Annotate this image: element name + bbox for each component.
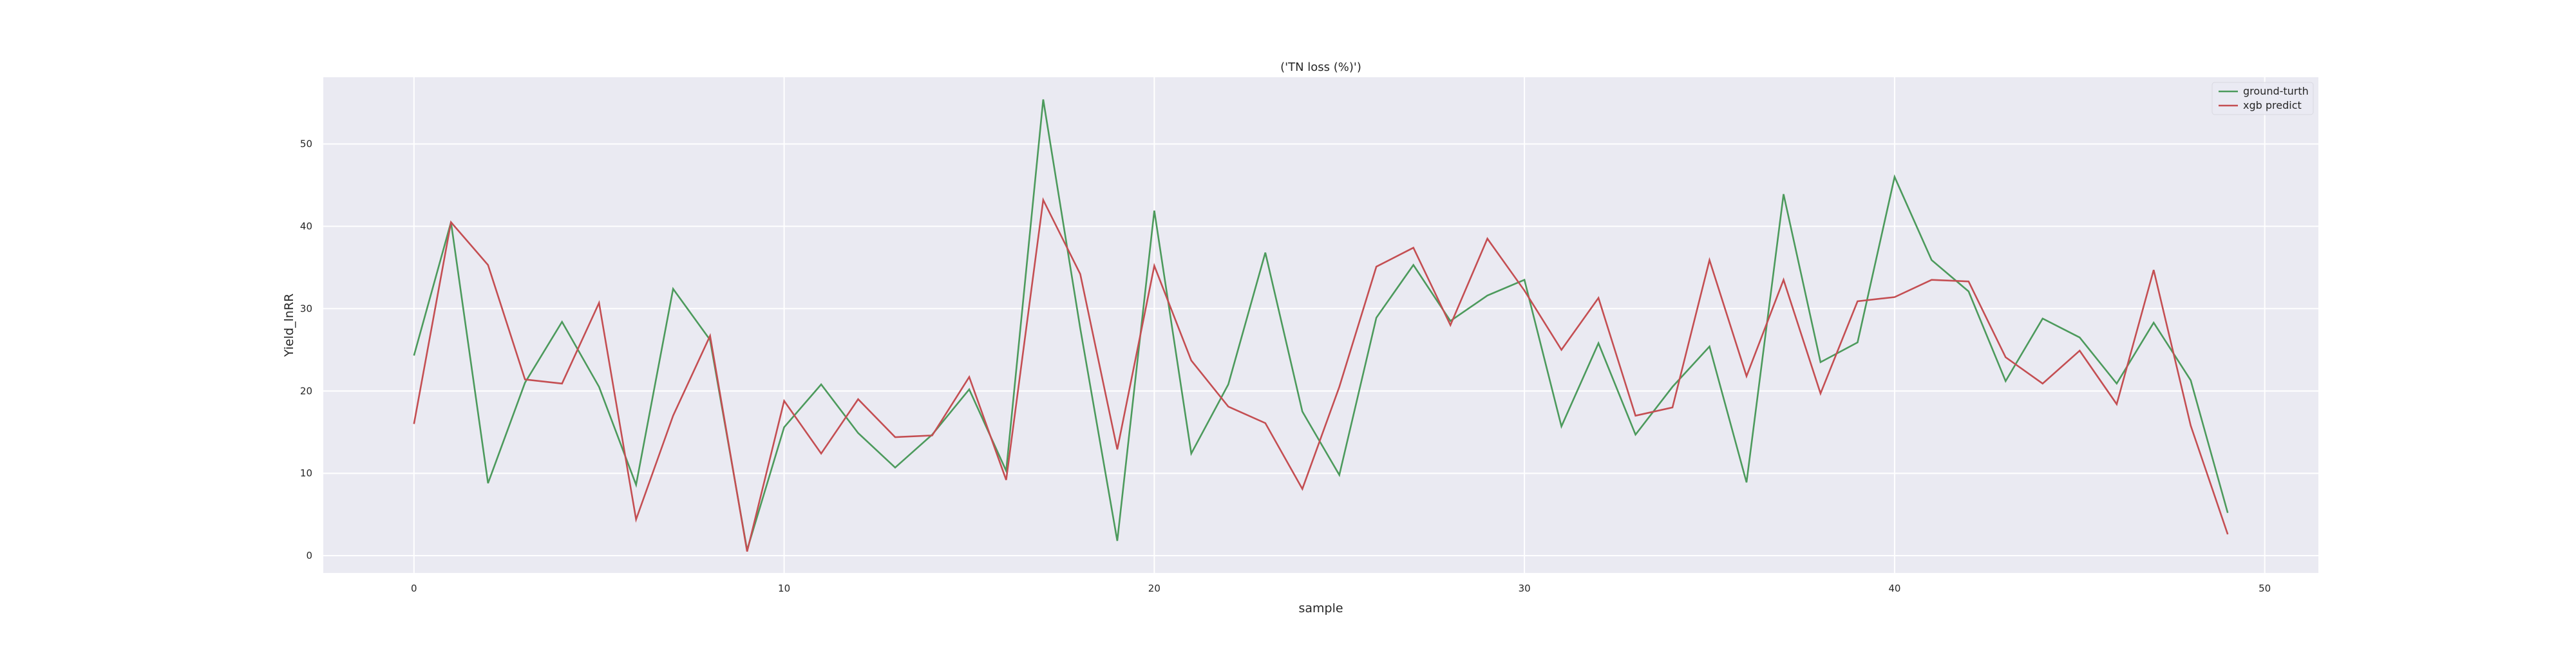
y-axis-label: Yield_lnRR [282,294,296,357]
chart-title: ('TN loss (%)') [1280,61,1361,74]
x-tick-label: 0 [411,583,417,594]
y-tick-label: 50 [300,138,312,150]
y-tick-label: 0 [306,550,312,561]
grid-lines [323,77,2318,573]
y-tick-label: 20 [300,385,312,397]
y-tick-label: 10 [300,467,312,479]
series-lines [413,99,2229,552]
x-tick-label: 50 [2259,583,2271,594]
legend: ground-turth xgb predict [2211,82,2314,115]
y-tick-label: 30 [300,303,312,314]
legend-label: xgb predict [2243,99,2302,111]
x-tick-label: 20 [1148,583,1160,594]
x-tick-label: 10 [778,583,790,594]
x-tick-label: 30 [1519,583,1531,594]
x-tick-label: 40 [1888,583,1900,594]
y-tick-label: 40 [300,221,312,232]
x-axis-label: sample [1298,601,1343,615]
legend-box [2211,82,2314,115]
legend-label: ground-turth [2243,85,2309,97]
series-line-xgb-predict [413,197,2229,552]
plot-background [323,77,2318,573]
tick-labels: 0 10 20 30 40 50 0 10 20 30 40 50 [300,138,2271,594]
